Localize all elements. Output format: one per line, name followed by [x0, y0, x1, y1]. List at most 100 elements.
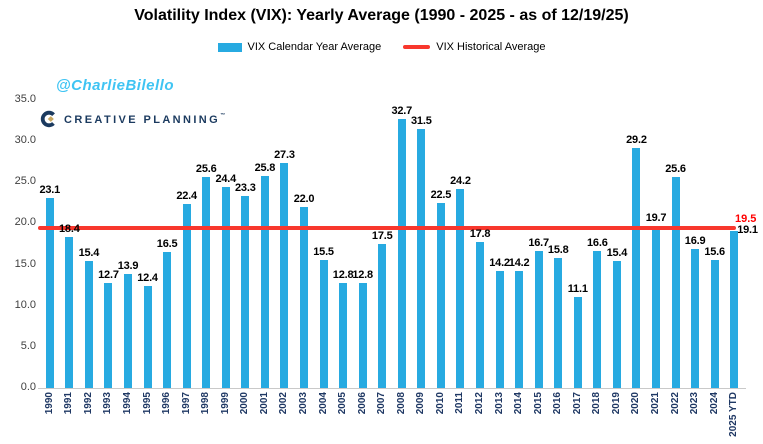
watermark-handle: @CharlieBilello: [56, 77, 174, 94]
y-axis-tick-label: 30.0: [14, 134, 36, 147]
vix-bar-1999: [221, 187, 230, 388]
legend-bar-swatch: [217, 42, 242, 52]
vix-bar-2003: [300, 206, 308, 388]
legend-line-swatch: [403, 45, 431, 49]
bar-value-label: 15.4: [78, 247, 100, 260]
creative-planning-logo-tm: ™: [220, 112, 226, 119]
x-axis-tick-label: 1992: [82, 392, 94, 415]
x-axis-tick-label: 2017: [571, 392, 583, 415]
x-axis-tick-label: 2011: [454, 392, 466, 414]
legend-item-line: VIX Historical Average: [403, 41, 545, 53]
bar-value-label: 16.6: [587, 237, 608, 250]
legend-item-bars: VIX Calendar Year Average: [217, 41, 382, 53]
historical-average-value-label: 19.5: [735, 212, 757, 225]
x-axis-tick-label: 2024: [708, 392, 720, 415]
x-axis-tick-label: 2000: [239, 392, 251, 415]
vix-bar-1990: [45, 197, 54, 388]
x-axis-tick-label: 1996: [161, 392, 173, 415]
vix-bar-2006: [358, 282, 367, 388]
legend-bar-label: VIX Calendar Year Average: [247, 41, 382, 53]
bar-value-label: 13.9: [117, 259, 139, 272]
bar-value-label: 14.2: [489, 257, 510, 270]
bar-value-label: 27.3: [274, 149, 295, 162]
historical-average-line: [38, 225, 736, 230]
bar-value-label: 15.8: [547, 243, 569, 256]
bar-value-label: 19.1: [737, 223, 758, 236]
vix-bar-2015: [534, 250, 543, 388]
vix-bar-2008: [397, 118, 406, 388]
bar-value-label: 15.4: [606, 247, 628, 260]
bar-value-label: 16.9: [684, 234, 706, 247]
y-axis-tick-label: 25.0: [14, 175, 36, 188]
x-axis-tick-label: 2022: [669, 392, 681, 415]
x-axis-tick-label: 2008: [395, 392, 407, 415]
y-axis-tick-label: 10.0: [14, 298, 36, 311]
vix-bar-1994: [124, 273, 132, 388]
bar-value-label: 32.7: [391, 104, 413, 117]
x-axis-tick-label: 2012: [474, 392, 485, 415]
bar-value-label: 23.3: [235, 182, 256, 195]
bar-value-label: 17.8: [469, 227, 491, 240]
x-axis-tick-label: 2013: [493, 392, 505, 415]
x-axis-tick-label: 2023: [689, 392, 701, 415]
vix-bar-2024: [710, 259, 719, 388]
y-axis-tick-label: 20.0: [14, 216, 36, 229]
vix-bar-2016: [554, 257, 563, 388]
x-axis-tick-label: 2001: [258, 392, 270, 415]
x-axis-tick-label: 1991: [63, 392, 75, 415]
x-axis-tick-label: 2025 YTD: [728, 392, 740, 437]
bar-value-label: 16.7: [528, 236, 549, 249]
bar-value-label: 12.4: [137, 271, 158, 284]
x-axis-tick-label: 2005: [337, 392, 349, 415]
creative-planning-logo-text: CREATIVE PLANNING: [64, 114, 221, 126]
vix-bar-2010: [436, 202, 445, 388]
vix-bar-2000: [241, 196, 250, 388]
bar-value-label: 25.8: [254, 161, 276, 174]
bar-value-label: 15.5: [313, 246, 334, 259]
creative-planning-logo-icon: [40, 110, 58, 128]
x-axis-tick-label: 2002: [278, 392, 290, 415]
x-axis-tick-label: 2014: [513, 392, 525, 415]
vix-bar-2009: [417, 128, 426, 388]
bar-value-label: 25.6: [665, 163, 686, 176]
vix-bar-2004: [319, 260, 328, 388]
x-axis-tick-label: 2003: [298, 392, 309, 415]
bar-value-label: 12.7: [98, 269, 119, 282]
x-axis-tick-label: 2020: [630, 392, 642, 415]
x-axis-tick-label: 2019: [610, 392, 622, 415]
vix-bar-2021: [652, 225, 660, 388]
bar-value-label: 15.6: [704, 245, 725, 258]
legend-line-label: VIX Historical Average: [436, 41, 546, 53]
x-axis-line: [38, 388, 746, 389]
bar-value-label: 24.4: [215, 173, 237, 186]
vix-bar-2025-ytd: [730, 230, 739, 388]
vix-bar-2019: [612, 261, 621, 388]
y-axis-tick-label: 15.0: [14, 257, 36, 270]
vix-bar-1998: [202, 177, 211, 388]
x-axis-tick-label: 2006: [356, 392, 368, 415]
creative-planning-logo: CREATIVE PLANNING™: [40, 110, 225, 128]
vix-bar-1996: [163, 252, 172, 388]
x-axis-tick-label: 2007: [376, 392, 388, 415]
x-axis-tick-label: 1997: [180, 392, 192, 415]
vix-bar-2001: [260, 175, 269, 388]
vix-bar-2017: [573, 296, 582, 388]
x-axis-tick-label: 2009: [415, 392, 427, 415]
vix-bar-2011: [456, 188, 465, 388]
chart-title: Volatility Index (VIX): Yearly Average (…: [134, 7, 629, 24]
x-axis-tick-label: 1995: [141, 392, 153, 415]
bar-value-label: 29.2: [626, 133, 647, 146]
bar-value-label: 12.8: [332, 268, 354, 281]
x-axis-tick-label: 2018: [591, 392, 603, 415]
x-axis-tick-label: 2010: [434, 392, 446, 415]
bar-value-label: 19.7: [645, 211, 667, 224]
x-axis-tick-label: 1990: [43, 392, 55, 415]
vix-bar-2005: [339, 282, 348, 388]
y-axis-tick-label: 5.0: [20, 339, 36, 352]
vix-bar-2014: [515, 271, 524, 388]
vix-bar-1997: [182, 203, 191, 388]
vix-bar-1993: [104, 283, 113, 388]
bar-value-label: 17.5: [371, 230, 393, 242]
